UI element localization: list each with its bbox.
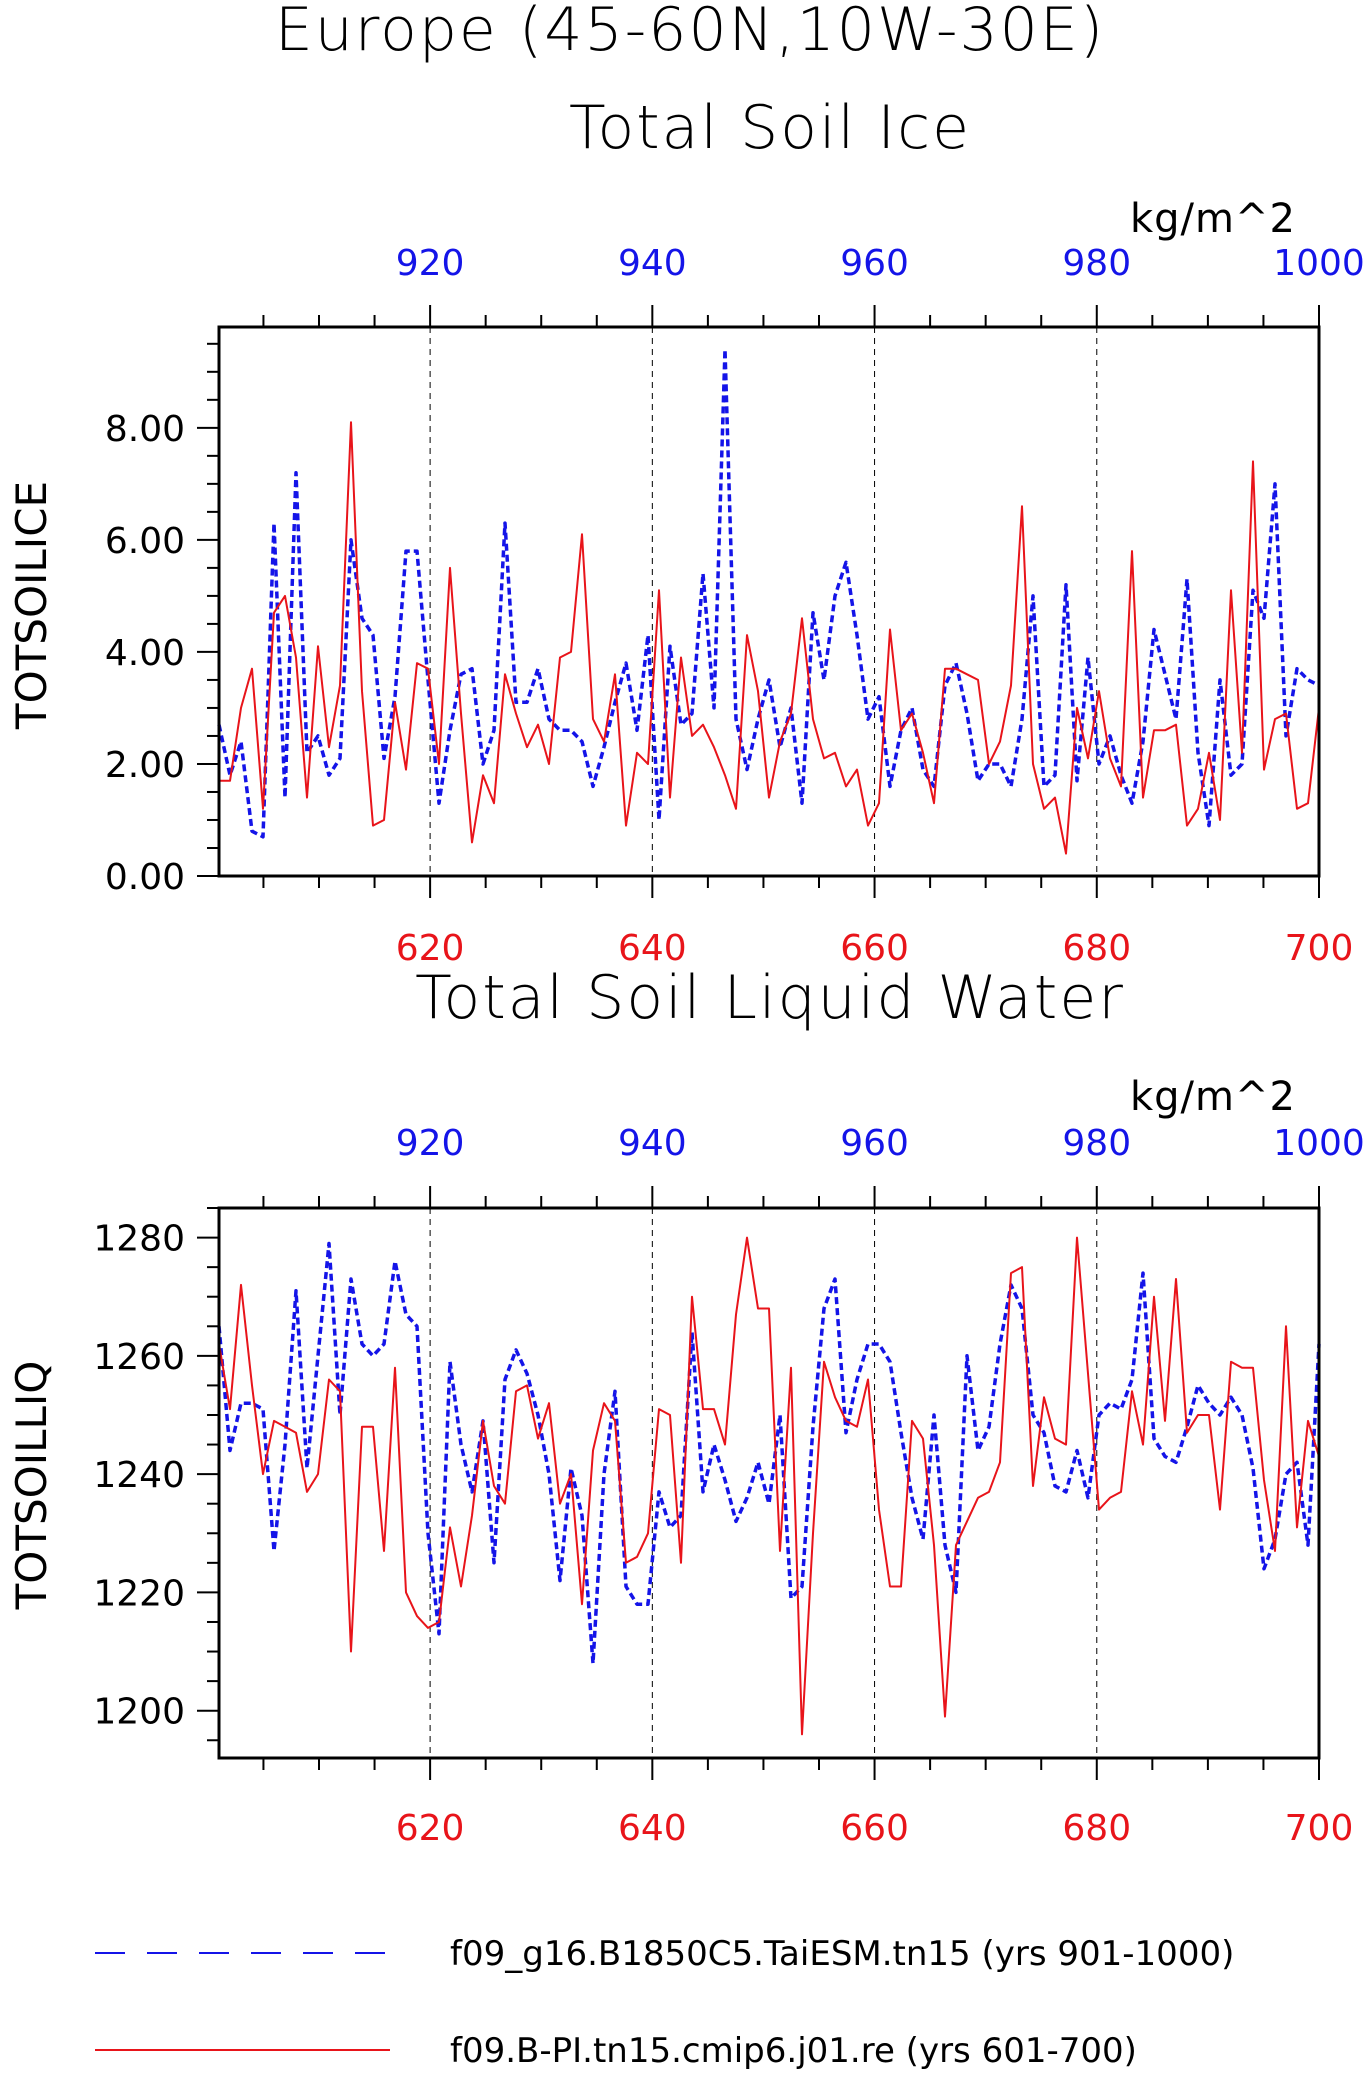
x-tick-label-top: 940 — [618, 243, 687, 284]
x-tick-label-top: 940 — [618, 1123, 687, 1164]
panel-soil-ice: Total Soil Ice kg/m^2 TOTSOILICE 620 640 6… — [7, 93, 1365, 969]
y-tick-label: 1280 — [93, 1219, 185, 1260]
axis-ticks — [197, 305, 1320, 898]
panel-soil-liquid-water: Total Soil Liquid Water kg/m^2 TOTSOILLI… — [7, 963, 1365, 1849]
y-axis-label: TOTSOILLIQ — [7, 1361, 56, 1611]
y-tick-label: 4.00 — [105, 633, 185, 674]
series-line-blue — [217, 347, 1320, 839]
x-tick-label-top: 960 — [840, 1123, 909, 1164]
y-tick-label: 6.00 — [105, 521, 185, 562]
y-tick-label: 1260 — [93, 1337, 185, 1378]
tick-labels: 620 640 660 680 700 920 940 960 980 1000 1200 1220 1… — [93, 1123, 1364, 1849]
x-tick-label-bottom: 620 — [396, 1808, 465, 1849]
panel-title: Total Soil Liquid Water — [415, 963, 1125, 1033]
x-tick-label-top: 920 — [396, 1123, 465, 1164]
y-tick-label: 2.00 — [105, 745, 185, 786]
series-line-red — [218, 1236, 1320, 1736]
tick-labels: 620 640 660 680 700 920 940 960 980 1000 0.00 2.00 4… — [105, 243, 1365, 969]
x-tick-label-bottom: 680 — [1062, 1808, 1131, 1849]
page-title: Europe (45-60N,10W-30E) — [275, 0, 1105, 65]
plot-frame — [217, 325, 1321, 878]
x-tick-label-bottom: 620 — [396, 928, 465, 969]
series-lines — [217, 347, 1320, 855]
series-lines — [217, 1236, 1321, 1736]
x-tick-label-bottom: 640 — [618, 1808, 687, 1849]
y-tick-label: 1220 — [93, 1573, 185, 1614]
series-line-red — [219, 421, 1320, 855]
x-gridlines — [429, 1208, 1098, 1758]
plot-frame — [217, 1206, 1321, 1760]
axis-ticks — [197, 1186, 1320, 1780]
x-tick-label-bottom: 660 — [840, 1808, 909, 1849]
legend-label: f09_g16.B1850C5.TaiESM.tn15 (yrs 901-100… — [450, 1934, 1234, 1974]
x-tick-label-top: 1000 — [1273, 1123, 1365, 1164]
y-tick-label: 0.00 — [105, 857, 185, 898]
x-tick-label-bottom: 700 — [1285, 1808, 1354, 1849]
x-tick-label-top: 920 — [396, 243, 465, 284]
x-tick-label-bottom: 640 — [618, 928, 687, 969]
panel-title: Total Soil Ice — [569, 93, 971, 163]
y-tick-label: 8.00 — [105, 409, 185, 450]
x-tick-label-top: 980 — [1062, 1123, 1131, 1164]
y-axis-label: TOTSOILICE — [7, 481, 56, 730]
x-tick-label-top: 980 — [1062, 243, 1131, 284]
x-tick-label-bottom: 700 — [1285, 928, 1354, 969]
x-tick-label-bottom: 680 — [1062, 928, 1131, 969]
x-gridlines — [429, 327, 1098, 876]
legend-label: f09.B-PI.tn15.cmip6.j01.re (yrs 601-700) — [450, 2031, 1137, 2071]
x-tick-label-top: 960 — [840, 243, 909, 284]
x-tick-label-bottom: 660 — [840, 928, 909, 969]
y-tick-label: 1240 — [93, 1455, 185, 1496]
legend: f09_g16.B1850C5.TaiESM.tn15 (yrs 901-100… — [95, 1934, 1234, 2071]
y-tick-label: 1200 — [93, 1692, 185, 1733]
units-label: kg/m^2 — [1130, 196, 1296, 242]
units-label: kg/m^2 — [1130, 1074, 1296, 1120]
x-tick-label-top: 1000 — [1273, 243, 1365, 284]
series-line-blue — [217, 1241, 1321, 1666]
